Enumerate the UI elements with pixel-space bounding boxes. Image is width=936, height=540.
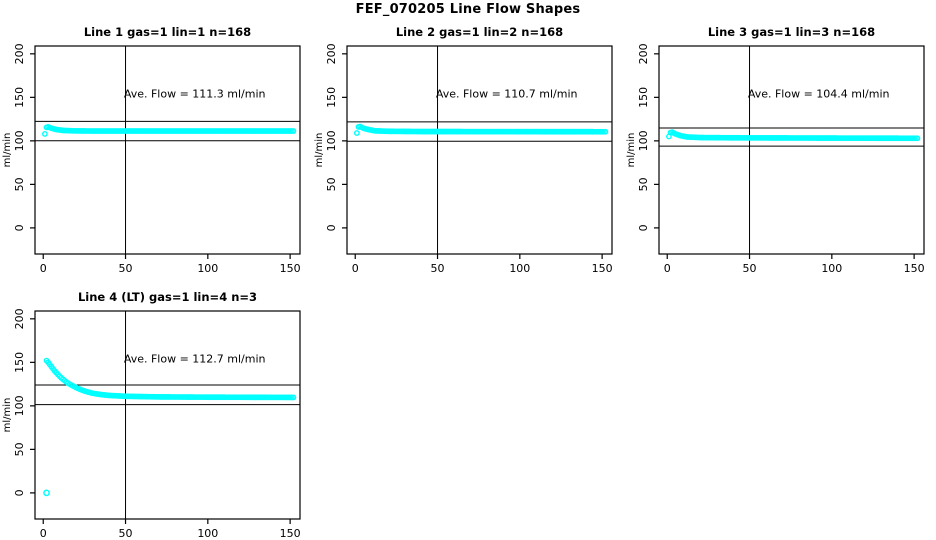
ave-flow-annotation: Ave. Flow = 104.4 ml/min <box>748 87 890 100</box>
plot-frame <box>346 45 613 255</box>
data-point <box>290 128 297 134</box>
y-axis-tick-label: 150 <box>637 87 650 108</box>
plot-frame <box>34 45 301 255</box>
x-axis-tick-label: 0 <box>40 527 47 540</box>
y-axis-tick-label: 50 <box>13 442 26 456</box>
subplot-line-2: 0 50 100 150 0 50 100 150 200 ml/min Line 2 gas=1 … <box>314 25 613 275</box>
x-axis-tick-label: 50 <box>119 527 133 540</box>
data-point <box>41 130 48 137</box>
x-axis-tick-label: 150 <box>280 527 301 540</box>
y-axis-tick-label: 100 <box>13 395 26 416</box>
y-axis-tick-label: 0 <box>13 489 26 496</box>
x-axis-tick-label: 100 <box>821 262 842 275</box>
x-axis-tick-label: 150 <box>280 262 301 275</box>
data-point <box>290 394 297 401</box>
ave-flow-annotation: Ave. Flow = 112.7 ml/min <box>124 352 266 365</box>
y-axis-label: ml/min <box>2 133 13 168</box>
subplot-title: Line 4 (LT) gas=1 lin=4 n=3 <box>78 290 257 304</box>
y-axis-label: ml/min <box>626 133 637 168</box>
x-axis-tick-label: 0 <box>352 262 359 275</box>
y-axis-tick-label: 50 <box>325 177 338 191</box>
x-axis-tick-label: 100 <box>197 527 218 540</box>
subplot-title: Line 3 gas=1 lin=3 n=168 <box>708 25 875 39</box>
plot-frame <box>658 45 925 255</box>
x-axis-tick-label: 50 <box>119 262 133 275</box>
y-axis-tick-label: 100 <box>637 130 650 151</box>
y-axis-label: ml/min <box>314 133 325 168</box>
data-series <box>665 129 921 142</box>
ave-flow-annotation: Ave. Flow = 110.7 ml/min <box>436 87 578 100</box>
y-axis-tick-label: 200 <box>325 43 338 64</box>
plot-frame <box>34 310 301 520</box>
y-axis-tick-label: 200 <box>13 43 26 64</box>
figure-title: FEF_070205 Line Flow Shapes <box>355 2 581 17</box>
data-series <box>43 357 297 497</box>
y-axis-tick-label: 200 <box>13 308 26 329</box>
x-axis-tick-label: 150 <box>592 262 613 275</box>
subplot-line-1: 0 50 100 150 0 50 100 150 200 ml/min Line 1 gas=1 … <box>2 25 301 275</box>
data-point <box>353 130 360 136</box>
x-axis-tick-label: 50 <box>743 262 757 275</box>
subplot-title: Line 1 gas=1 lin=1 n=168 <box>84 25 251 39</box>
subplot-title: Line 2 gas=1 lin=2 n=168 <box>396 25 563 39</box>
y-axis-tick-label: 150 <box>325 87 338 108</box>
data-series <box>353 123 609 136</box>
data-point <box>914 135 921 142</box>
data-series <box>41 124 297 137</box>
y-axis-tick-label: 0 <box>13 224 26 231</box>
data-point <box>602 128 609 135</box>
y-axis-tick-label: 0 <box>637 224 650 231</box>
y-axis-tick-label: 100 <box>13 130 26 151</box>
subplot-line-4: 0 50 100 150 0 50 100 150 200 ml/min Line 4 (LT) g… <box>2 290 301 540</box>
x-axis-tick-label: 0 <box>664 262 671 275</box>
x-axis-tick-label: 50 <box>431 262 445 275</box>
y-axis-tick-label: 150 <box>13 87 26 108</box>
x-axis-tick-label: 150 <box>904 262 925 275</box>
outlier-point <box>43 489 50 497</box>
x-axis-tick-label: 100 <box>197 262 218 275</box>
x-axis-tick-label: 100 <box>509 262 530 275</box>
y-axis-tick-label: 50 <box>637 177 650 191</box>
subplot-line-3: 0 50 100 150 0 50 100 150 200 ml/min Line 3 gas=1 … <box>626 25 925 275</box>
ave-flow-annotation: Ave. Flow = 111.3 ml/min <box>124 87 266 100</box>
y-axis-tick-label: 150 <box>13 352 26 373</box>
y-axis-tick-label: 0 <box>325 224 338 231</box>
y-axis-tick-label: 50 <box>13 177 26 191</box>
y-axis-label: ml/min <box>2 398 13 433</box>
y-axis-tick-label: 200 <box>637 43 650 64</box>
x-axis-tick-label: 0 <box>40 262 47 275</box>
y-axis-tick-label: 100 <box>325 130 338 151</box>
